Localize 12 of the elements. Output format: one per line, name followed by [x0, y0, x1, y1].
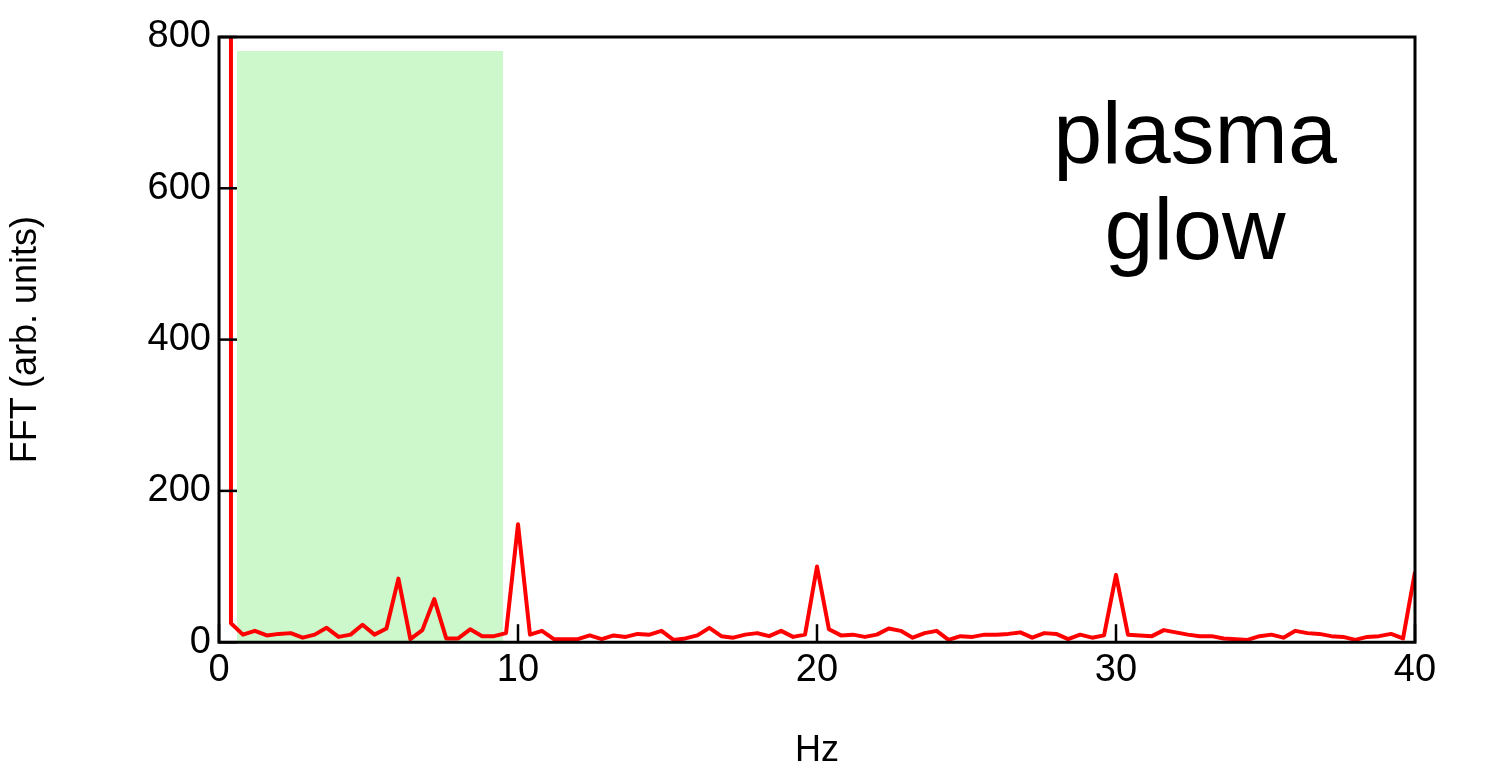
- y-axis-title: FFT (arb. units): [2, 215, 44, 464]
- y-tick-label: 800: [147, 13, 211, 56]
- x-tick-label: 20: [795, 647, 839, 690]
- x-tick-label: 30: [1094, 647, 1138, 690]
- y-tick-label: 200: [147, 467, 211, 510]
- y-tick-label: 0: [189, 618, 211, 661]
- x-tick-label: 10: [496, 647, 540, 690]
- y-tick-label: 600: [147, 164, 211, 207]
- y-tick-label: 400: [147, 316, 211, 359]
- annotation: plasma glow: [1052, 83, 1338, 278]
- x-axis-title: Hz: [795, 728, 839, 770]
- x-tick-label: 40: [1393, 647, 1437, 690]
